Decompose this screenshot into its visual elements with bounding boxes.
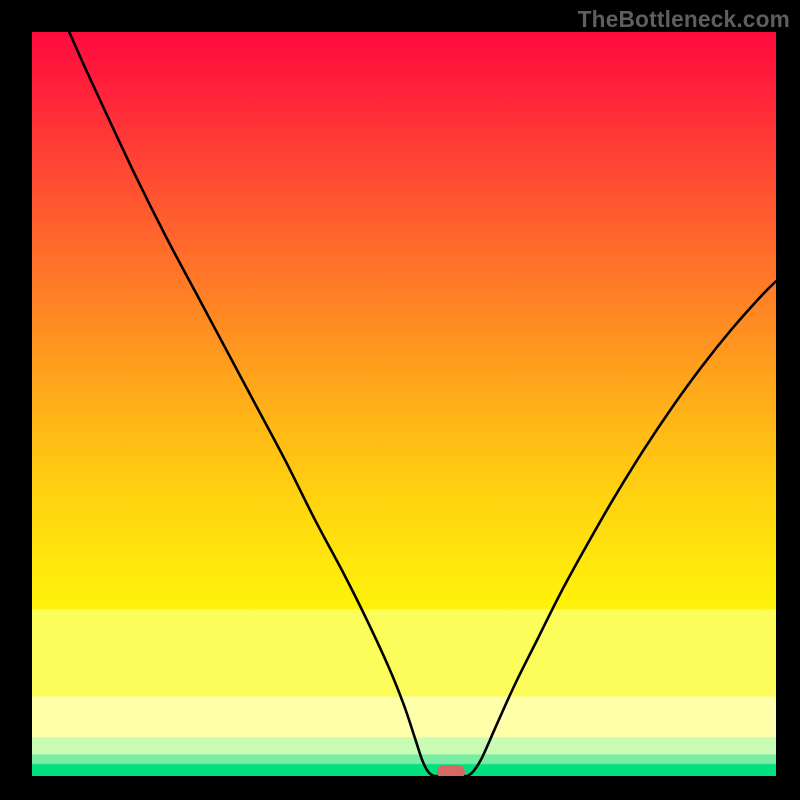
plot-area: [32, 32, 776, 776]
optimum-marker: [437, 765, 465, 776]
watermark-text: TheBottleneck.com: [578, 6, 790, 33]
bottleneck-chart: TheBottleneck.com: [0, 0, 800, 800]
bottleneck-curve: [32, 32, 776, 776]
